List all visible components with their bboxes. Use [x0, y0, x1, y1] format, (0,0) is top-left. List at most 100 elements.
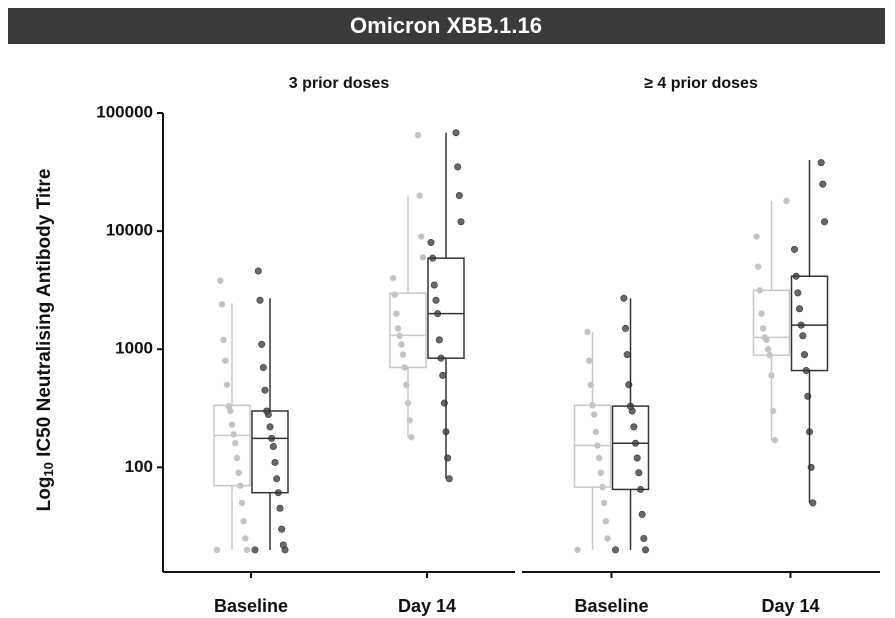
- data-point: [258, 340, 266, 348]
- box: [611, 405, 650, 491]
- data-point: [764, 346, 772, 353]
- data-point: [754, 263, 762, 270]
- data-point: [427, 239, 435, 247]
- data-point: [389, 274, 397, 282]
- box: [213, 404, 251, 487]
- data-point: [419, 254, 427, 261]
- data-point: [393, 310, 400, 317]
- data-point: [242, 535, 249, 542]
- data-point: [771, 436, 779, 444]
- data-point: [595, 454, 603, 462]
- chart-title: Omicron XBB.1.16: [350, 13, 542, 38]
- data-point: [783, 197, 790, 205]
- data-point: [602, 517, 610, 525]
- data-point: [623, 351, 631, 359]
- data-point: [795, 305, 803, 313]
- data-point: [273, 475, 281, 483]
- data-point: [753, 233, 760, 240]
- data-point: [638, 510, 646, 518]
- data-point: [408, 433, 415, 441]
- data-point: [235, 469, 242, 476]
- data-point: [414, 131, 422, 139]
- data-point: [269, 443, 277, 451]
- data-point: [630, 423, 638, 431]
- data-point: [584, 328, 591, 336]
- box: [427, 257, 465, 359]
- x-tick-label: Day 14: [761, 596, 819, 616]
- data-point: [457, 218, 465, 226]
- data-point: [213, 546, 221, 554]
- x-tick-label: Day 14: [398, 596, 456, 616]
- data-point: [230, 431, 237, 438]
- data-point: [238, 499, 246, 507]
- data-point: [574, 546, 581, 554]
- banner: [8, 8, 885, 44]
- y-tick-label: 100000: [96, 102, 153, 121]
- data-point: [790, 245, 798, 253]
- data-point: [222, 357, 229, 364]
- data-point: [590, 411, 598, 418]
- data-point: [220, 336, 227, 344]
- data-point: [251, 546, 259, 554]
- data-point: [435, 336, 443, 344]
- data-point: [820, 218, 828, 226]
- data-point: [227, 407, 234, 415]
- data-point: [243, 546, 251, 554]
- data-point: [391, 291, 398, 298]
- data-point: [600, 499, 608, 507]
- data-point: [228, 421, 236, 428]
- data-point: [794, 289, 802, 297]
- y-axis-label: Log10 IC50 Neutralising Antibody Titre: [34, 169, 56, 512]
- data-point: [399, 351, 407, 358]
- data-point: [758, 310, 765, 317]
- data-point: [641, 546, 649, 554]
- data-point: [266, 423, 274, 431]
- data-point: [271, 458, 279, 466]
- x-tick-label: Baseline: [214, 596, 288, 616]
- data-point: [817, 159, 825, 167]
- data-point: [799, 332, 807, 340]
- data-point: [256, 296, 264, 304]
- data-point: [455, 192, 463, 200]
- data-point: [276, 504, 284, 512]
- data-point: [445, 475, 453, 483]
- data-point: [454, 163, 462, 171]
- y-tick-label: 100: [125, 457, 153, 476]
- data-point: [604, 535, 611, 542]
- data-point: [240, 517, 247, 525]
- data-point: [398, 341, 405, 348]
- data-point: [233, 454, 241, 462]
- data-point: [439, 371, 447, 379]
- data-point: [279, 541, 287, 549]
- box: [251, 410, 289, 494]
- data-point: [611, 546, 619, 554]
- data-point: [416, 192, 423, 199]
- y-tick-label: 10000: [106, 221, 153, 240]
- data-point: [259, 364, 267, 372]
- data-point: [585, 357, 593, 364]
- data-point: [635, 469, 643, 477]
- facet-title: ≥ 4 prior doses: [644, 75, 758, 92]
- y-label-subscript: 10: [41, 462, 56, 476]
- y-tick-label: 1000: [115, 339, 153, 358]
- data-point: [218, 301, 226, 308]
- y-label-base: Log: [34, 477, 55, 512]
- data-point: [597, 469, 605, 476]
- data-point: [800, 351, 808, 359]
- data-point: [432, 296, 440, 304]
- data-point: [620, 294, 628, 302]
- data-point: [430, 281, 438, 289]
- x-tick-label: Baseline: [574, 596, 648, 616]
- data-point: [621, 324, 629, 332]
- box: [790, 275, 829, 372]
- data-point: [418, 233, 425, 240]
- data-point: [232, 440, 239, 447]
- data-point: [819, 180, 827, 188]
- data-point: [225, 402, 232, 410]
- data-point: [809, 499, 817, 507]
- data-point: [261, 386, 269, 394]
- data-point: [394, 325, 402, 332]
- data-point: [278, 525, 286, 533]
- y-label-rest: IC50 Neutralising Antibody Titre: [34, 169, 55, 463]
